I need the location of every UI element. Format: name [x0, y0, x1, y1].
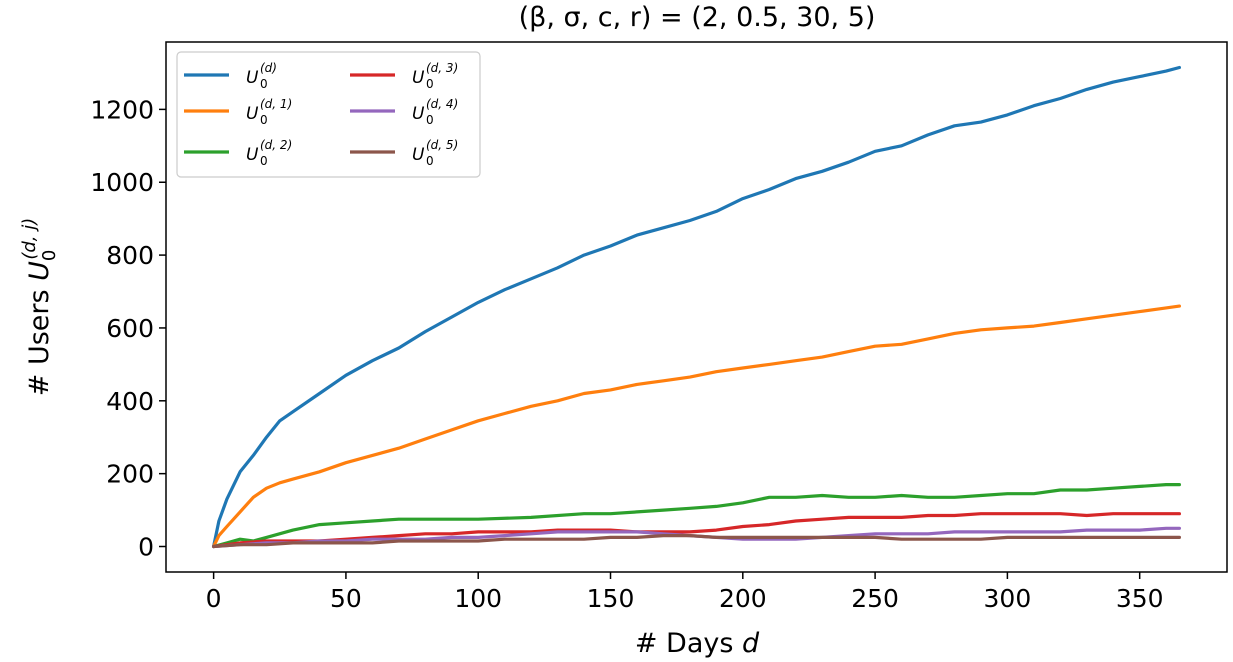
x-axis-ticks: 0 50 100 150 200 250 300 350 [206, 572, 1164, 613]
x-tick-label: 50 [330, 584, 362, 613]
plot-frame [165, 41, 1228, 573]
y-axis-title-var: U [24, 261, 55, 281]
y-axis-title-text: # Users U0(d, j) [19, 218, 60, 397]
legend-label-base: U [412, 104, 425, 124]
legend-label-sub: 0 [426, 113, 434, 127]
x-tick-label: 350 [1116, 584, 1164, 613]
y-tick-label: 600 [106, 314, 154, 343]
legend-label-sub: 0 [426, 77, 434, 91]
legend-entry-1: U 0 (d, 1) [184, 97, 292, 127]
y-axis-title-main: # Users [24, 281, 55, 396]
legend-label-sub: 0 [260, 154, 268, 168]
legend-label-sup: (d) [260, 61, 277, 75]
legend-label-base: U [412, 68, 425, 88]
chart-title: (β, σ, c, r) = (2, 0.5, 30, 5) [519, 2, 876, 33]
series-layer [212, 65, 1181, 549]
series-line-3 [212, 512, 1181, 549]
y-axis-title: # Users U0(d, j) [19, 218, 60, 397]
y-tick-label: 400 [106, 387, 154, 416]
legend-label-base: U [412, 145, 425, 165]
series-line-5 [212, 534, 1181, 549]
y-tick-label: 0 [138, 533, 154, 562]
legend-label-sub: 0 [260, 77, 268, 91]
legend-label-base: U [246, 68, 259, 88]
y-tick-label: 200 [106, 460, 154, 489]
legend-box [176, 51, 481, 178]
legend-label-sup: (d, 3) [426, 61, 458, 75]
y-axis-title-sub: 0 [39, 250, 60, 261]
legend-label-sub: 0 [426, 154, 434, 168]
y-axis-ticks: 0 200 400 600 800 1000 1200 [90, 95, 166, 562]
x-tick-label: 200 [719, 584, 767, 613]
x-tick-label: 0 [206, 584, 222, 613]
x-axis-title-var: d [742, 628, 760, 659]
x-tick-label: 250 [851, 584, 899, 613]
x-axis-title-text: # Days [635, 628, 742, 659]
y-tick-label: 1000 [90, 168, 154, 197]
x-tick-label: 100 [454, 584, 502, 613]
legend-entry-2: U 0 (d, 2) [184, 138, 292, 168]
series-line-0 [212, 65, 1181, 549]
legend-label-base: U [246, 145, 259, 165]
legend-label-sup: (d, 2) [260, 138, 292, 152]
legend-label-sup: (d, 4) [426, 97, 458, 111]
series-line-1 [212, 304, 1181, 549]
legend-entry-5: U 0 (d, 5) [350, 138, 458, 168]
series-line-2 [212, 483, 1181, 549]
x-tick-label: 150 [587, 584, 635, 613]
legend-entry-0: U 0 (d) [184, 61, 277, 91]
x-tick-label: 300 [984, 584, 1032, 613]
y-tick-label: 1200 [90, 95, 154, 124]
legend-label-base: U [246, 104, 259, 124]
legend-label-sup: (d, 5) [426, 138, 458, 152]
legend-entry-4: U 0 (d, 4) [350, 97, 458, 127]
legend-label-sup: (d, 1) [260, 97, 292, 111]
legend-label-sub: 0 [260, 113, 268, 127]
x-axis-title: # Days d [635, 628, 760, 659]
y-axis-title-sup: (d, j) [19, 218, 40, 260]
legend-entry-3: U 0 (d, 3) [350, 61, 458, 91]
legend: U 0(d)U 0(d, 1)U 0(d, 2)U 0(d, 3)U 0(d, 4)U 0(… [176, 51, 481, 178]
y-tick-label: 800 [106, 241, 154, 270]
